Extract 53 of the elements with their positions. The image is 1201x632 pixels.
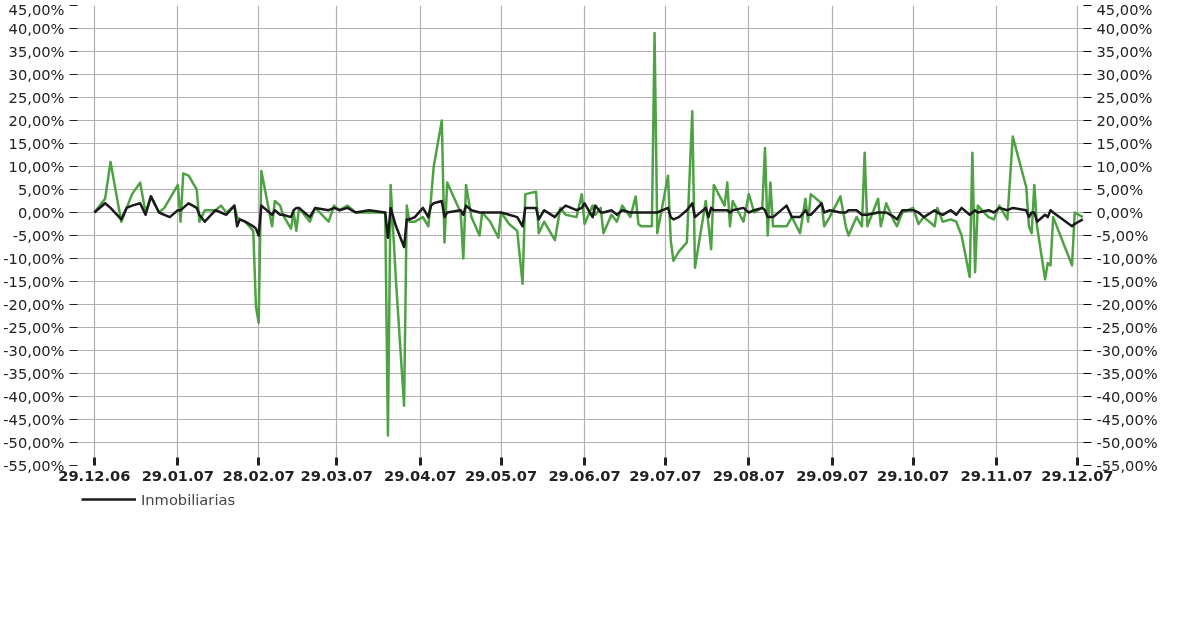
y2-tick-label: 40,00% [1096, 20, 1153, 37]
y-tick-label: 5,00% [17, 181, 65, 198]
y-tick-label: -5,00% [12, 227, 65, 244]
x-tick-label: 29.11.07 [960, 466, 1033, 484]
x-tick-label: 29.07.07 [629, 466, 702, 484]
y-tick-label: -40,00% [3, 388, 65, 405]
x-tick-label: 29.01.07 [141, 466, 215, 484]
x-tick-label: 28.02.07 [222, 466, 295, 484]
y2-tick-label: 20,00% [1096, 112, 1153, 129]
y-tick-label: 25,00% [8, 89, 65, 106]
legend-label: Inmobiliarias [141, 490, 236, 508]
y-tick-label: -50,00% [3, 434, 65, 451]
y-tick-label: -15,00% [3, 273, 65, 290]
y2-tick-label: -10,00% [1096, 250, 1158, 267]
y2-tick-label: -25,00% [1096, 319, 1158, 336]
y-tick-label: 0,00% [17, 204, 65, 221]
y-tick-label: 30,00% [8, 66, 65, 83]
y2-tick-label: 5,00% [1096, 181, 1144, 198]
y2-tick-label: 35,00% [1096, 43, 1153, 60]
y-tick-label: -45,00% [3, 411, 65, 428]
line-series [93, 195, 1085, 249]
x-tick-label: 29.08.07 [712, 466, 785, 484]
y-tick-label: 15,00% [8, 135, 65, 152]
y2-tick-label: 10,00% [1096, 158, 1153, 175]
y2-tick-label: 15,00% [1096, 135, 1153, 152]
y2-tick-label: -15,00% [1096, 273, 1158, 290]
y-tick-label: -30,00% [3, 342, 65, 359]
y2-tick-label: -35,00% [1096, 365, 1158, 382]
y2-tick-label: -45,00% [1096, 411, 1158, 428]
x-tick-label: 29.09.07 [796, 466, 869, 484]
y-tick-label: -20,00% [3, 296, 65, 313]
y2-tick-label: 45,00% [1096, 0, 1153, 18]
x-tick-label: 29.06.07 [548, 466, 621, 484]
y-tick-label: 10,00% [8, 158, 65, 175]
x-tick-label: 29.04.07 [384, 466, 457, 484]
y2-tick-label: -5,00% [1096, 227, 1149, 244]
y2-tick-label: 0,00% [1096, 204, 1144, 221]
y-tick-label: 45,00% [8, 0, 65, 18]
y-tick-label: 40,00% [8, 20, 65, 37]
y-tick-label: -25,00% [3, 319, 65, 336]
x-tick-label: 29.10.07 [876, 466, 950, 484]
y-tick-label: -10,00% [3, 250, 65, 267]
y2-tick-label: 25,00% [1096, 89, 1153, 106]
y-tick-label: 35,00% [8, 43, 65, 60]
y-tick-label: 20,00% [8, 112, 65, 129]
x-tick-label: 29.05.07 [464, 466, 538, 484]
y2-tick-label: -50,00% [1096, 434, 1158, 451]
x-tick-label: 29.03.07 [300, 466, 373, 484]
y2-tick-label: -40,00% [1096, 388, 1158, 405]
y2-tick-label: 30,00% [1096, 66, 1153, 83]
y2-tick-label: -20,00% [1096, 296, 1158, 313]
y2-tick-label: -30,00% [1096, 342, 1158, 359]
y-tick-label: -35,00% [3, 365, 65, 382]
